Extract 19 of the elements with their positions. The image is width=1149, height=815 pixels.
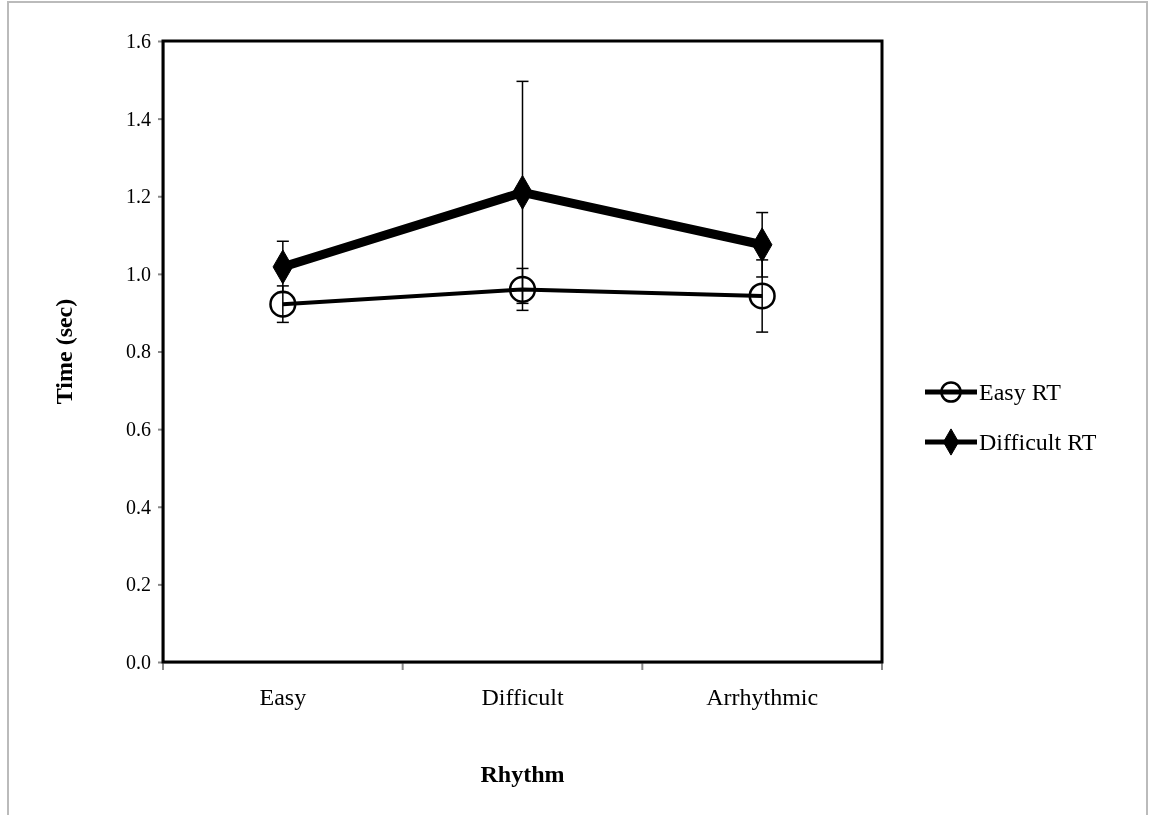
y-tick-label: 1.0 [126, 262, 151, 285]
legend-label: Easy RT [979, 379, 1062, 405]
y-tick-label: 1.6 [126, 29, 151, 52]
point [508, 275, 537, 303]
y-tick-label: 1.2 [126, 185, 151, 208]
point [269, 290, 297, 318]
y-tick-label: 0.2 [126, 573, 151, 596]
y-tick-label: 0.6 [126, 418, 151, 441]
y-tick-label: 0.8 [126, 340, 151, 363]
point [748, 282, 776, 310]
legend-label: Difficult RT [979, 429, 1097, 455]
x-tick-label: Difficult [481, 684, 564, 710]
y-tick-label: 0.0 [126, 650, 151, 673]
y-tick-label: 1.4 [126, 107, 151, 130]
x-axis-title: Rhythm [480, 761, 565, 787]
y-tick-label: 0.4 [126, 495, 151, 518]
y-axis-title: Time (sec) [51, 298, 77, 405]
x-tick-label: Easy [259, 684, 307, 710]
x-tick-label: Arrhythmic [706, 684, 819, 710]
